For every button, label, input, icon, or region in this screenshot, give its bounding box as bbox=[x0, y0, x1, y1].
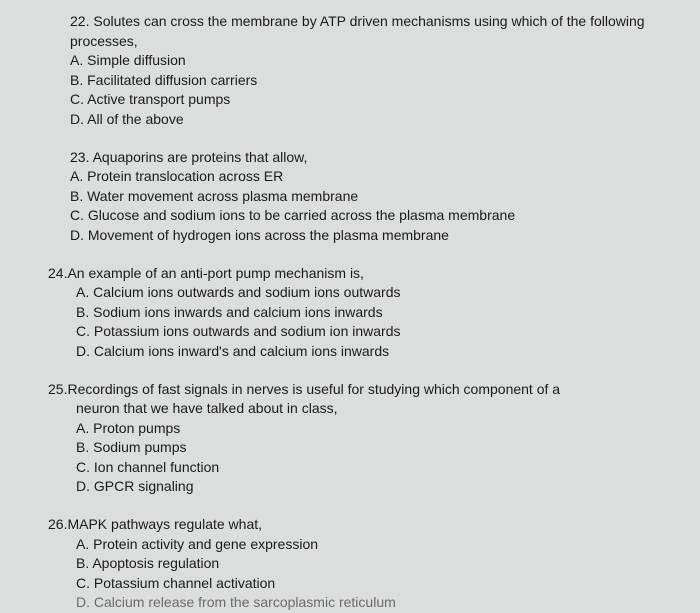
question-stem: 23. Aquaporins are proteins that allow, bbox=[28, 148, 672, 168]
question-stem-line1: Recordings of fast signals in nerves is … bbox=[67, 381, 560, 397]
option-b: B. Sodium ions inwards and calcium ions … bbox=[28, 303, 672, 323]
question-number: 25. bbox=[48, 381, 67, 397]
question-22: 22. Solutes can cross the membrane by AT… bbox=[28, 12, 672, 130]
option-d: D. Calcium ions inward's and calcium ion… bbox=[28, 342, 672, 362]
question-stem-text: Aquaporins are proteins that allow, bbox=[93, 149, 308, 165]
option-d: D. Movement of hydrogen ions across the … bbox=[28, 226, 672, 246]
option-c: C. Potassium channel activation bbox=[28, 574, 672, 594]
option-b: B. Sodium pumps bbox=[28, 438, 672, 458]
option-a: A. Simple diffusion bbox=[28, 51, 672, 71]
option-b: B. Apoptosis regulation bbox=[28, 554, 672, 574]
option-c: C. Potassium ions outwards and sodium io… bbox=[28, 322, 672, 342]
option-a: A. Calcium ions outwards and sodium ions… bbox=[28, 283, 672, 303]
question-stem-text: MAPK pathways regulate what, bbox=[67, 516, 262, 532]
question-number: 23. bbox=[70, 149, 89, 165]
question-stem: 25.Recordings of fast signals in nerves … bbox=[28, 380, 672, 400]
option-c: C. Ion channel function bbox=[28, 458, 672, 478]
question-24: 24.An example of an anti-port pump mecha… bbox=[28, 264, 672, 362]
question-number: 26. bbox=[48, 516, 67, 532]
option-a: A. Proton pumps bbox=[28, 419, 672, 439]
question-stem: 24.An example of an anti-port pump mecha… bbox=[28, 264, 672, 284]
option-a: A. Protein activity and gene expression bbox=[28, 535, 672, 555]
option-c: C. Glucose and sodium ions to be carried… bbox=[28, 206, 672, 226]
question-number: 22. bbox=[70, 13, 89, 29]
option-d: D. GPCR signaling bbox=[28, 477, 672, 497]
option-d: D. All of the above bbox=[28, 110, 672, 130]
option-b: B. Water movement across plasma membrane bbox=[28, 187, 672, 207]
question-stem: 22. Solutes can cross the membrane by AT… bbox=[28, 12, 672, 51]
question-26: 26.MAPK pathways regulate what, A. Prote… bbox=[28, 515, 672, 613]
question-stem-text: An example of an anti-port pump mechanis… bbox=[67, 265, 363, 281]
option-c: C. Active transport pumps bbox=[28, 90, 672, 110]
question-stem-line2: neuron that we have talked about in clas… bbox=[28, 399, 672, 419]
option-b: B. Facilitated diffusion carriers bbox=[28, 71, 672, 91]
question-25: 25.Recordings of fast signals in nerves … bbox=[28, 380, 672, 498]
question-stem-text: Solutes can cross the membrane by ATP dr… bbox=[70, 13, 645, 49]
question-23: 23. Aquaporins are proteins that allow, … bbox=[28, 148, 672, 246]
question-number: 24. bbox=[48, 265, 67, 281]
question-stem: 26.MAPK pathways regulate what, bbox=[28, 515, 672, 535]
option-a: A. Protein translocation across ER bbox=[28, 167, 672, 187]
option-d: D. Calcium release from the sarcoplasmic… bbox=[28, 593, 672, 613]
